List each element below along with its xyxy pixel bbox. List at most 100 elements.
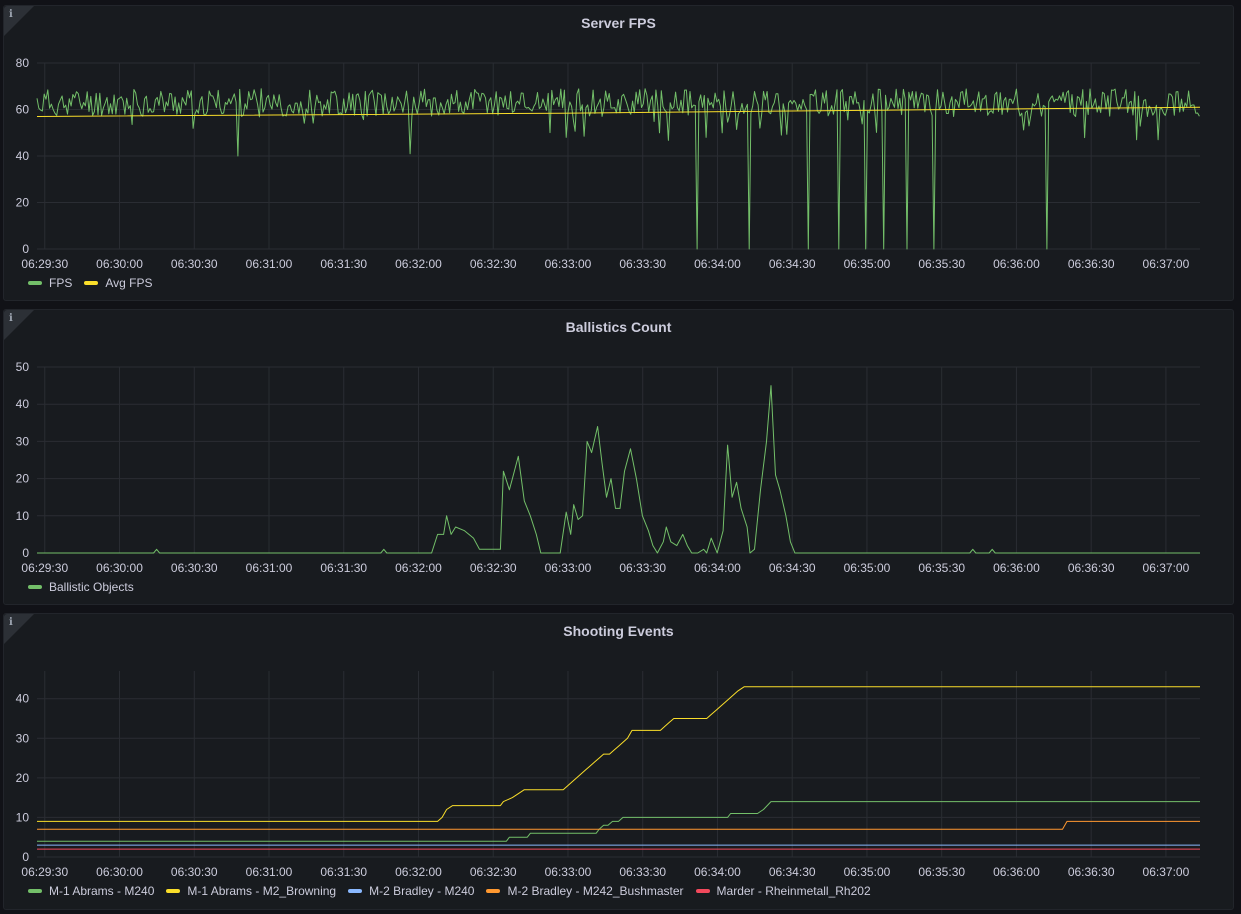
server-fps-panel: i Server FPS 0 20 40 60 80 06:29:30 06:30:00 06… (3, 5, 1234, 301)
y-tick-label: 0 (22, 546, 29, 560)
y-tick-label: 40 (16, 149, 30, 163)
legend-swatch (486, 889, 501, 893)
x-tick-label: 06:31:00 (246, 865, 293, 879)
info-icon[interactable]: i (9, 9, 13, 20)
x-tick-label: 06:32:00 (395, 257, 442, 271)
legend-item[interactable]: Marder - Rheinmetall_Rh202 (695, 884, 871, 898)
panel-corner[interactable] (4, 310, 34, 340)
x-tick-label: 06:36:00 (993, 257, 1040, 271)
series-line-m-2-bradley-m242-bushmaster[interactable] (37, 820, 1200, 830)
panel-title[interactable]: Server FPS (581, 15, 656, 31)
legend-item[interactable]: Ballistic Objects (28, 580, 134, 594)
legend-item[interactable]: M-1 Abrams - M2_Browning (166, 884, 336, 898)
x-tick-label: 06:32:30 (470, 561, 517, 575)
x-tick-label: 06:30:00 (96, 561, 143, 575)
x-tick-label: 06:30:30 (171, 561, 218, 575)
legend-item[interactable]: M-2 Bradley - M240 (348, 884, 474, 898)
x-tick-label: 06:35:30 (918, 257, 965, 271)
x-tick-label: 06:34:30 (769, 257, 816, 271)
series-line-m-1-abrams-m2-browning[interactable] (37, 686, 1200, 822)
x-tick-label: 06:30:30 (171, 257, 218, 271)
y-tick-label: 40 (16, 397, 30, 411)
x-tick-label: 06:33:30 (619, 865, 666, 879)
legend-swatch (695, 889, 710, 893)
legend-swatch (166, 889, 181, 893)
x-tick-label: 06:36:00 (993, 561, 1040, 575)
y-tick-label: 0 (22, 242, 29, 256)
legend-item[interactable]: M-1 Abrams - M240 (28, 884, 154, 898)
legend: M-1 Abrams - M240 M-1 Abrams - M2_Brownin… (28, 884, 871, 898)
y-tick-label: 30 (16, 434, 30, 448)
legend-label: Marder - Rheinmetall_Rh202 (716, 884, 871, 898)
x-tick-label: 06:29:30 (21, 257, 68, 271)
series-line-ballistic-objects[interactable] (37, 385, 1200, 554)
shooting-events-panel: i Shooting Events 0 10 20 30 40 06:29:30 06:30… (3, 613, 1234, 910)
x-tick-label: 06:31:30 (320, 865, 367, 879)
x-tick-label: 06:35:00 (844, 865, 891, 879)
x-tick-label: 06:34:00 (694, 257, 741, 271)
ballistics-count-panel: i Ballistics Count 0 10 20 30 40 50 06:29:30 06… (3, 309, 1234, 605)
legend-swatch (84, 281, 99, 285)
x-tick-label: 06:30:00 (96, 257, 143, 271)
x-tick-label: 06:32:30 (470, 257, 517, 271)
legend-label: M-1 Abrams - M2_Browning (187, 884, 337, 898)
x-tick-label: 06:32:00 (395, 561, 442, 575)
y-tick-label: 10 (16, 810, 30, 824)
panel-corner[interactable] (4, 614, 34, 644)
x-tick-label: 06:33:30 (619, 561, 666, 575)
x-tick-label: 06:37:00 (1143, 257, 1190, 271)
y-tick-label: 20 (16, 196, 30, 210)
legend-label: FPS (49, 276, 73, 290)
legend-label: M-1 Abrams - M240 (49, 884, 155, 898)
x-tick-label: 06:36:30 (1068, 257, 1115, 271)
legend-item[interactable]: M-2 Bradley - M242_Bushmaster (486, 884, 684, 898)
x-tick-label: 06:33:30 (619, 257, 666, 271)
series-line-avg-fps[interactable] (36, 106, 1201, 117)
series-line-m-1-abrams-m240[interactable] (37, 801, 1200, 842)
y-tick-label: 50 (16, 360, 30, 374)
legend-label: Avg FPS (105, 276, 153, 290)
x-tick-label: 06:29:30 (21, 561, 68, 575)
y-tick-label: 40 (16, 692, 30, 706)
legend-swatch (28, 281, 42, 285)
legend: FPS Avg FPS (28, 276, 152, 290)
legend-swatch (28, 585, 42, 589)
x-tick-label: 06:32:30 (470, 865, 517, 879)
chart-plot: 0 10 20 30 40 06:29:30 06:30:00 06:30:30 06:31:0… (16, 671, 1200, 879)
x-tick-label: 06:32:00 (395, 865, 442, 879)
legend-item[interactable]: Avg FPS (84, 276, 152, 290)
x-tick-label: 06:34:30 (769, 865, 816, 879)
x-tick-label: 06:30:30 (171, 865, 218, 879)
panel-title[interactable]: Shooting Events (563, 623, 674, 639)
x-tick-label: 06:31:00 (246, 257, 293, 271)
x-tick-label: 06:35:00 (844, 257, 891, 271)
legend: Ballistic Objects (28, 580, 134, 594)
legend-swatch (28, 889, 42, 893)
y-tick-label: 0 (22, 850, 29, 864)
x-tick-label: 06:36:30 (1068, 865, 1115, 879)
x-tick-label: 06:36:30 (1068, 561, 1115, 575)
x-tick-label: 06:35:30 (918, 561, 965, 575)
series-line-fps[interactable] (36, 88, 1200, 250)
panel-corner[interactable] (4, 6, 34, 36)
x-tick-label: 06:34:00 (694, 561, 741, 575)
info-icon[interactable]: i (9, 313, 13, 324)
legend-label: Ballistic Objects (49, 580, 134, 594)
legend-item[interactable]: FPS (28, 276, 72, 290)
x-tick-label: 06:31:00 (246, 561, 293, 575)
x-tick-label: 06:33:00 (545, 561, 592, 575)
legend-label: M-2 Bradley - M240 (369, 884, 475, 898)
panel-title[interactable]: Ballistics Count (565, 319, 672, 335)
x-tick-label: 06:36:00 (993, 865, 1040, 879)
x-tick-label: 06:33:00 (545, 257, 592, 271)
x-tick-label: 06:35:30 (918, 865, 965, 879)
y-tick-label: 60 (16, 103, 30, 117)
info-icon[interactable]: i (9, 617, 13, 628)
x-tick-label: 06:29:30 (21, 865, 68, 879)
legend-swatch (348, 889, 363, 893)
chart-plot: 0 20 40 60 80 06:29:30 06:30:00 06:30:30 06:31:0… (16, 56, 1201, 271)
x-tick-label: 06:34:00 (694, 865, 741, 879)
x-tick-label: 06:31:30 (320, 561, 367, 575)
x-tick-label: 06:31:30 (320, 257, 367, 271)
y-tick-label: 20 (16, 472, 30, 486)
